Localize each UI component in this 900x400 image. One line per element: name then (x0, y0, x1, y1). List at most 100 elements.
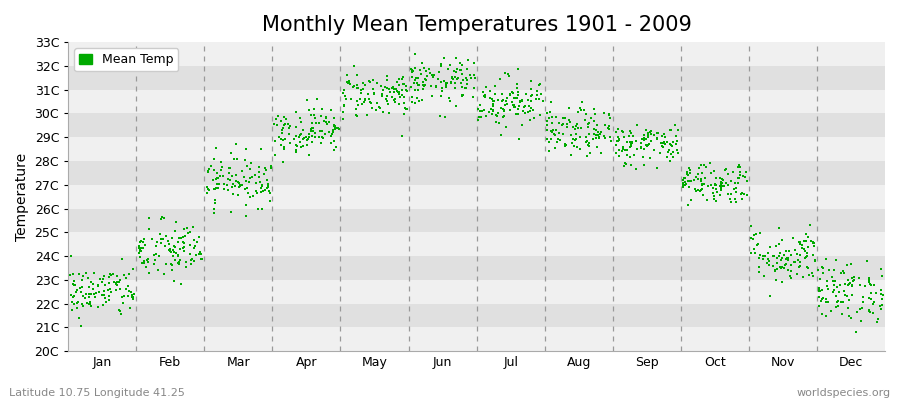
Point (372, 104, 386, 110)
Point (382, 89, 397, 96)
Point (461, 56, 475, 63)
Point (706, 192, 721, 199)
Point (168, 219, 183, 226)
Point (272, 134, 286, 140)
Point (724, 191, 738, 197)
Point (587, 118, 601, 124)
Point (260, 177, 274, 183)
Point (775, 237, 789, 243)
Point (740, 178, 754, 184)
Point (855, 305, 869, 312)
Point (79, 270, 94, 276)
Point (589, 127, 603, 134)
Point (875, 301, 889, 308)
Point (338, 86, 352, 93)
Point (584, 115, 598, 122)
Point (488, 91, 502, 97)
Point (719, 166, 733, 172)
Point (336, 90, 350, 96)
Point (500, 123, 514, 130)
Point (121, 293, 135, 300)
Point (81, 275, 95, 281)
Point (701, 182, 716, 189)
Point (99, 299, 113, 305)
Point (571, 125, 585, 131)
Point (194, 250, 209, 257)
Point (544, 128, 559, 134)
Point (611, 138, 625, 145)
Point (768, 266, 782, 273)
Point (845, 275, 859, 281)
Point (163, 248, 177, 254)
Point (133, 248, 148, 254)
Point (86, 270, 101, 276)
Point (617, 146, 632, 153)
Point (676, 179, 690, 186)
Point (117, 272, 131, 278)
Point (363, 98, 377, 105)
Point (716, 183, 730, 189)
Point (788, 247, 803, 254)
Point (853, 317, 868, 324)
Point (603, 134, 617, 140)
Point (165, 267, 179, 273)
Point (342, 77, 356, 84)
Point (704, 182, 718, 188)
Point (562, 119, 577, 126)
Point (515, 97, 529, 103)
Point (112, 306, 127, 313)
Point (415, 97, 429, 103)
Point (747, 232, 761, 238)
Point (798, 238, 813, 244)
Point (364, 100, 378, 106)
Point (513, 99, 527, 106)
Point (261, 182, 275, 188)
Point (634, 144, 648, 150)
Point (837, 288, 851, 295)
Point (346, 63, 361, 70)
Point (630, 122, 644, 128)
Point (104, 271, 118, 278)
Point (263, 190, 277, 196)
Point (208, 197, 222, 203)
Point (496, 97, 510, 104)
Bar (68, 114, 885, 137)
Point (403, 66, 418, 72)
Point (812, 303, 826, 310)
Point (313, 127, 328, 134)
Point (176, 234, 191, 240)
Point (396, 111, 410, 117)
Point (590, 122, 604, 128)
Point (101, 287, 115, 294)
Point (658, 141, 672, 148)
Point (545, 129, 560, 136)
Point (64, 253, 78, 259)
Point (195, 256, 210, 262)
Point (179, 264, 194, 270)
Point (703, 160, 717, 166)
Point (302, 152, 316, 158)
Point (793, 259, 807, 265)
Point (238, 186, 253, 192)
Point (623, 139, 637, 145)
Point (189, 252, 203, 258)
Bar (68, 256, 885, 280)
Point (212, 180, 227, 187)
Point (558, 141, 572, 147)
Point (533, 81, 547, 88)
Point (734, 191, 749, 197)
Point (408, 65, 422, 72)
Point (460, 81, 474, 87)
Point (590, 132, 604, 138)
Point (133, 239, 148, 245)
Point (827, 281, 842, 288)
Point (346, 84, 360, 90)
Point (828, 278, 842, 284)
Point (660, 154, 674, 160)
Point (572, 134, 587, 140)
Point (758, 253, 772, 259)
Point (438, 82, 453, 88)
Point (577, 107, 591, 113)
Point (851, 275, 866, 281)
Point (133, 254, 148, 261)
